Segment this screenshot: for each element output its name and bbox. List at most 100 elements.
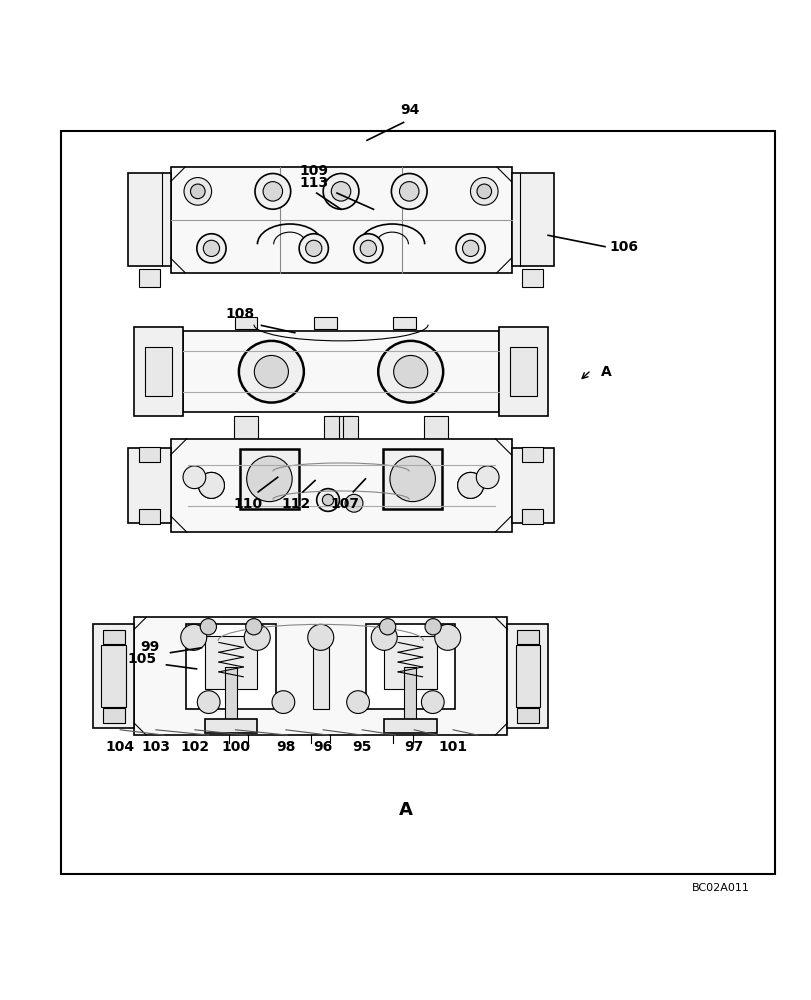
Bar xyxy=(134,617,507,735)
Circle shape xyxy=(322,494,333,506)
Bar xyxy=(182,331,499,412)
Text: 97: 97 xyxy=(404,740,423,754)
Circle shape xyxy=(424,619,440,635)
Circle shape xyxy=(360,240,376,256)
Circle shape xyxy=(263,182,282,201)
Text: 101: 101 xyxy=(438,740,467,754)
Circle shape xyxy=(379,619,395,635)
Circle shape xyxy=(323,173,358,209)
Text: 105: 105 xyxy=(127,652,157,666)
Bar xyxy=(510,347,537,396)
Bar xyxy=(187,624,276,709)
Circle shape xyxy=(197,691,220,713)
Circle shape xyxy=(371,624,397,650)
Ellipse shape xyxy=(238,341,303,403)
Circle shape xyxy=(255,173,290,209)
Text: 108: 108 xyxy=(225,307,254,321)
Circle shape xyxy=(456,234,485,263)
Bar xyxy=(139,269,160,287)
Circle shape xyxy=(457,472,483,498)
Bar xyxy=(139,509,160,524)
Circle shape xyxy=(462,240,478,256)
Bar xyxy=(343,416,358,441)
Ellipse shape xyxy=(378,341,443,403)
Bar xyxy=(393,317,415,329)
Bar xyxy=(515,645,539,707)
Bar xyxy=(511,448,553,523)
Bar xyxy=(365,624,454,709)
Bar xyxy=(170,167,511,273)
Circle shape xyxy=(196,234,225,263)
Circle shape xyxy=(476,466,499,489)
Circle shape xyxy=(391,173,427,209)
Text: 103: 103 xyxy=(141,740,170,754)
Bar xyxy=(384,719,436,733)
Bar xyxy=(404,667,416,720)
Circle shape xyxy=(421,691,444,713)
Circle shape xyxy=(389,456,435,502)
Circle shape xyxy=(305,240,321,256)
Circle shape xyxy=(246,619,262,635)
Bar xyxy=(144,347,171,396)
Circle shape xyxy=(331,182,350,201)
Bar xyxy=(312,644,328,709)
Circle shape xyxy=(399,182,418,201)
Bar xyxy=(204,719,257,733)
Text: 112: 112 xyxy=(281,497,311,511)
Circle shape xyxy=(434,624,460,650)
Bar xyxy=(516,630,539,644)
Text: 113: 113 xyxy=(299,176,328,190)
Circle shape xyxy=(476,184,491,199)
Text: 96: 96 xyxy=(313,740,333,754)
Bar xyxy=(313,317,336,329)
Text: 110: 110 xyxy=(233,497,262,511)
Bar xyxy=(134,327,182,416)
Circle shape xyxy=(198,472,224,498)
Circle shape xyxy=(272,691,294,713)
Circle shape xyxy=(298,234,328,263)
Text: 107: 107 xyxy=(330,497,359,511)
Circle shape xyxy=(247,456,292,502)
Bar xyxy=(61,131,775,874)
Bar xyxy=(128,448,170,523)
Bar xyxy=(521,269,543,287)
Bar xyxy=(102,708,125,723)
Text: 102: 102 xyxy=(180,740,209,754)
Text: 100: 100 xyxy=(221,740,250,754)
Bar xyxy=(93,624,134,728)
Circle shape xyxy=(244,624,270,650)
Bar xyxy=(102,630,125,644)
Circle shape xyxy=(457,472,483,498)
Circle shape xyxy=(181,624,207,650)
Bar xyxy=(384,636,436,689)
Text: 104: 104 xyxy=(105,740,135,754)
Circle shape xyxy=(346,691,369,713)
Text: 95: 95 xyxy=(352,740,371,754)
Circle shape xyxy=(470,178,497,205)
Text: 106: 106 xyxy=(608,240,637,254)
Bar xyxy=(516,708,539,723)
Ellipse shape xyxy=(393,355,427,388)
Bar xyxy=(511,173,553,266)
Text: BC02A011: BC02A011 xyxy=(691,883,749,893)
Circle shape xyxy=(316,489,339,511)
Circle shape xyxy=(307,624,333,650)
Bar xyxy=(170,439,511,532)
Bar xyxy=(225,667,237,720)
Bar xyxy=(101,645,126,707)
Bar xyxy=(423,416,448,441)
Circle shape xyxy=(345,494,363,512)
Circle shape xyxy=(182,466,205,489)
Bar xyxy=(328,416,353,441)
Circle shape xyxy=(184,178,212,205)
Text: 99: 99 xyxy=(140,640,160,654)
Bar xyxy=(139,447,160,462)
Circle shape xyxy=(191,184,205,199)
Circle shape xyxy=(198,472,224,498)
Text: 109: 109 xyxy=(299,164,328,178)
Circle shape xyxy=(203,240,219,256)
Bar xyxy=(521,509,543,524)
Bar xyxy=(507,624,547,728)
Text: 98: 98 xyxy=(276,740,295,754)
Bar xyxy=(499,327,547,416)
